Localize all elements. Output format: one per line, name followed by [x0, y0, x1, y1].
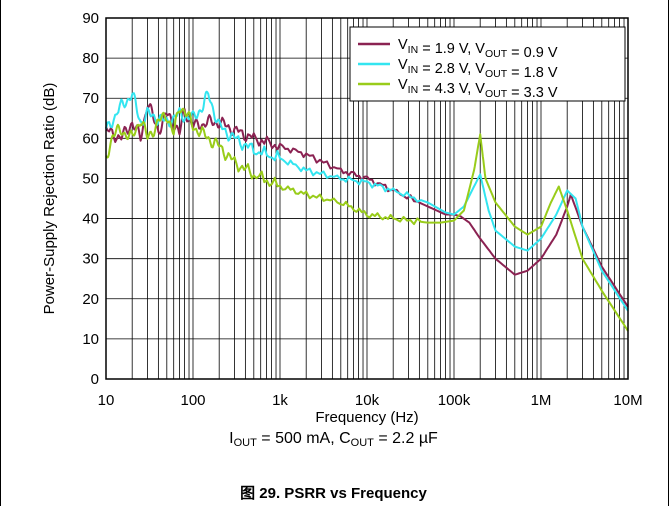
y-tick-label: 0: [91, 371, 99, 388]
y-tick-label: 30: [82, 251, 99, 268]
y-tick-label: 20: [82, 291, 99, 308]
y-tick-label: 10: [82, 331, 99, 348]
y-tick-label: 60: [82, 130, 99, 147]
tick-labels: 10 100 1k 10k 100k 1M 10M 0 10 20 30 40 50 60 70 80 90: [82, 10, 642, 409]
figure-caption: 图 29. PSRR vs Frequency: [240, 485, 427, 502]
x-tick-label: 10: [98, 392, 115, 409]
psrr-chart: 10 100 1k 10k 100k 1M 10M 0 10 20 30 40 50 60 70 80 90 F…: [41, 10, 643, 426]
plot-border: [105, 17, 629, 380]
x-tick-label: 10k: [355, 392, 380, 409]
legend-entry: VIN = 1.9 V, VOUT = 0.9 V: [398, 37, 558, 61]
x-tick-label: 100: [180, 392, 205, 409]
legend-entry: VIN = 2.8 V, VOUT = 1.8 V: [398, 57, 558, 81]
y-axis-title: Power-Supply Rejection Ratio (dB): [41, 83, 58, 315]
legend-entry: VIN = 4.3 V, VOUT = 3.3 V: [398, 77, 558, 101]
series-lines: [105, 90, 629, 332]
x-tick-label: 100k: [438, 392, 471, 409]
legend-box: [349, 26, 626, 102]
x-tick-label: 1k: [272, 392, 288, 409]
test-conditions: IOUT = 500 mA, COUT = 2.2 µF: [229, 430, 438, 449]
x-axis-title: Frequency (Hz): [315, 409, 418, 426]
series-line-3: [105, 107, 629, 332]
x-tick-label: 1M: [531, 392, 552, 409]
y-tick-label: 80: [82, 50, 99, 67]
y-tick-label: 70: [82, 90, 99, 107]
y-tick-label: 50: [82, 170, 99, 187]
y-tick-label: 40: [82, 211, 99, 228]
y-tick-label: 90: [82, 10, 99, 27]
series-line-1: [105, 103, 629, 308]
x-tick-label: 10M: [613, 392, 642, 409]
